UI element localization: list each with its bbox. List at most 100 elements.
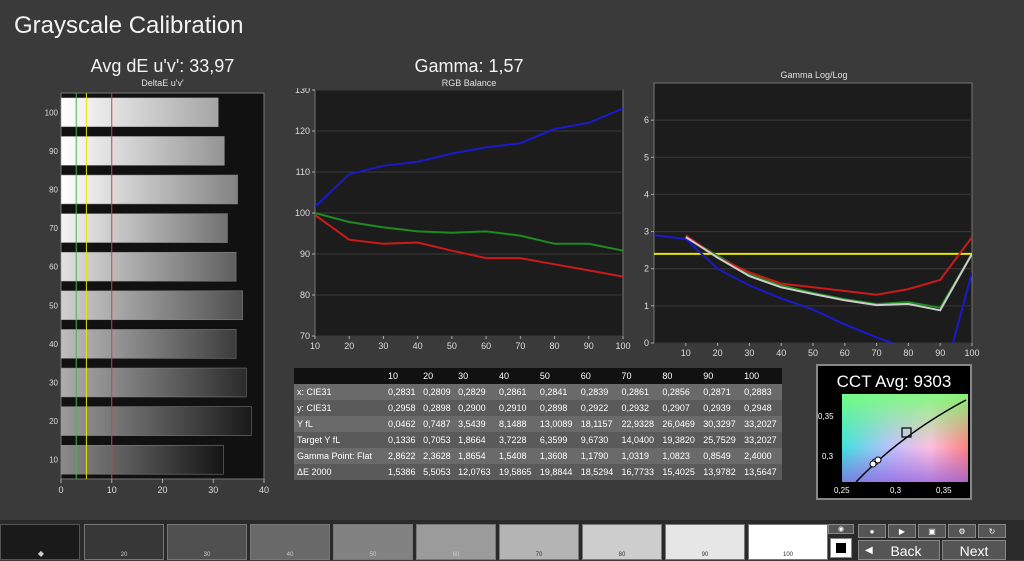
x-tick-label: 70	[872, 348, 882, 358]
swatch-50[interactable]: 50	[333, 524, 413, 560]
target-marker	[901, 427, 912, 438]
cct-x-tick: 0,35	[936, 486, 952, 495]
data-table-wrapper: 10 20 30 40 50 60 70 80 90 100 x: CIE31 0,2831 0,280…	[294, 368, 782, 486]
cct-x-tick: 0,3	[890, 486, 902, 495]
swatch-60[interactable]: 60	[416, 524, 496, 560]
swatch-20[interactable]: 20	[84, 524, 164, 560]
y-tick-label: 90	[49, 147, 58, 156]
stop-icon	[836, 543, 846, 553]
settings-icon[interactable]: ⚙	[948, 524, 976, 538]
save-icon[interactable]: ▣	[918, 524, 946, 538]
table-cell: 0,2910	[499, 403, 527, 413]
table-cell: 1,5408	[499, 451, 527, 461]
cct-y-tick: 0,3	[822, 452, 834, 461]
y-tick-label: 40	[49, 340, 58, 349]
table-cell: 0,2939	[703, 403, 731, 413]
y-tick-label: 6	[644, 115, 649, 125]
table-cell: 19,5865	[499, 467, 532, 477]
bar	[60, 251, 237, 282]
swatch-30[interactable]: 30	[167, 524, 247, 560]
x-tick-label: 70	[515, 341, 525, 351]
y-tick-label: 100	[45, 108, 59, 117]
table-cell: 1,3608	[539, 451, 568, 461]
y-tick-label: 4	[644, 189, 649, 199]
cct-heading: CCT Avg: 9303	[836, 372, 952, 391]
swatch-40[interactable]: 40	[250, 524, 330, 560]
swatch-label: 20	[120, 552, 128, 558]
x-tick-label: 80	[550, 341, 560, 351]
table-cell: 0,8549	[703, 451, 731, 461]
table-header-cell: 70	[621, 371, 632, 381]
data-table: 10 20 30 40 50 60 70 80 90 100 x: CIE31 0,2831 0,280…	[294, 368, 782, 480]
table-row: Gamma Point: Flat 2,8622 2,3628 1,8654 1,540…	[294, 448, 782, 464]
play-icon[interactable]: ▶	[888, 524, 916, 538]
swatch-70[interactable]: 70	[499, 524, 579, 560]
y-tick-label: 30	[49, 379, 58, 388]
y-tick-label: 50	[49, 301, 58, 310]
table-cell: 6,3599	[539, 435, 568, 445]
stop-button[interactable]	[830, 538, 852, 558]
next-button[interactable]: Next	[942, 540, 1006, 560]
y-tick-label: 10	[49, 456, 58, 465]
eye-icon[interactable]: ◉	[828, 524, 854, 534]
table-cell: 0,2839	[580, 387, 609, 397]
refresh-icon[interactable]: ↻	[978, 524, 1006, 538]
swatch-100[interactable]: 100	[748, 524, 828, 560]
table-cell: 30,3297	[703, 419, 736, 429]
table-header-row: 10 20 30 40 50 60 70 80 90 100	[294, 368, 782, 384]
table-cell: 13,9782	[703, 467, 736, 477]
y-tick-label: 100	[295, 208, 310, 218]
record-icon[interactable]: ●	[858, 524, 886, 538]
swatch-label: 30	[203, 552, 211, 558]
measured-point	[874, 456, 882, 464]
y-tick-label: 70	[300, 331, 310, 341]
x-tick-label: 10	[107, 485, 117, 495]
page-title: Grayscale Calibration	[14, 12, 244, 39]
table-cell: 0,2932	[621, 403, 650, 413]
back-button[interactable]: ◀ Back	[858, 540, 940, 560]
table-cell: 0,1336	[388, 435, 416, 445]
table-cell: 18,1157	[580, 419, 613, 429]
table-header-cell: 20	[423, 371, 434, 381]
y-tick-label: 80	[300, 290, 310, 300]
y-tick-label: 70	[49, 224, 58, 233]
y-tick-label: 5	[644, 152, 649, 162]
x-tick-label: 100	[964, 348, 979, 358]
back-label: Back	[890, 543, 922, 559]
table-cell: 0,2841	[539, 387, 568, 397]
cct-x-tick: 0,25	[834, 486, 850, 495]
table-cell: 25,7529	[703, 435, 736, 445]
table-cell: 0,2900	[458, 403, 486, 413]
row-label: y: CIE31	[297, 403, 332, 413]
table-cell: 1,1790	[580, 451, 609, 461]
swatch-label: 100	[782, 552, 793, 558]
swatch-label: 70	[535, 552, 543, 558]
series-line	[654, 234, 893, 343]
swatch-black[interactable]: ◆	[0, 524, 80, 560]
swatch-label: 40	[286, 552, 294, 558]
rgb-chart-subtitle: RGB Balance	[441, 78, 497, 88]
series-line	[315, 214, 623, 278]
table-cell: 12,0763	[458, 467, 491, 477]
y-tick-label: 3	[644, 227, 649, 237]
table-cell: 13,5647	[744, 467, 777, 477]
x-tick-label: 20	[344, 341, 354, 351]
table-cell: 0,2861	[499, 387, 527, 397]
row-label: ΔE 2000	[297, 467, 332, 477]
y-tick-label: 20	[49, 417, 58, 426]
x-tick-label: 20	[157, 485, 167, 495]
gamma-heading: Gamma: 1,57	[414, 56, 524, 76]
x-tick-label: 0	[58, 485, 63, 495]
y-tick-label: 90	[300, 249, 310, 259]
table-cell: 0,2883	[744, 387, 772, 397]
table-cell: 15,4025	[662, 467, 695, 477]
swatch-90[interactable]: 90	[665, 524, 745, 560]
table-header-cell: 80	[662, 371, 673, 381]
table-cell: 0,2958	[388, 403, 416, 413]
table-cell: 1,5386	[388, 467, 416, 477]
bar	[60, 174, 238, 205]
swatch-label: 60	[452, 552, 460, 558]
swatch-80[interactable]: 80	[582, 524, 662, 560]
series-line	[315, 212, 623, 252]
table-row: Y fL 0,0462 0,7487 3,5439 8,1488 13,0089 18,11…	[294, 416, 782, 432]
